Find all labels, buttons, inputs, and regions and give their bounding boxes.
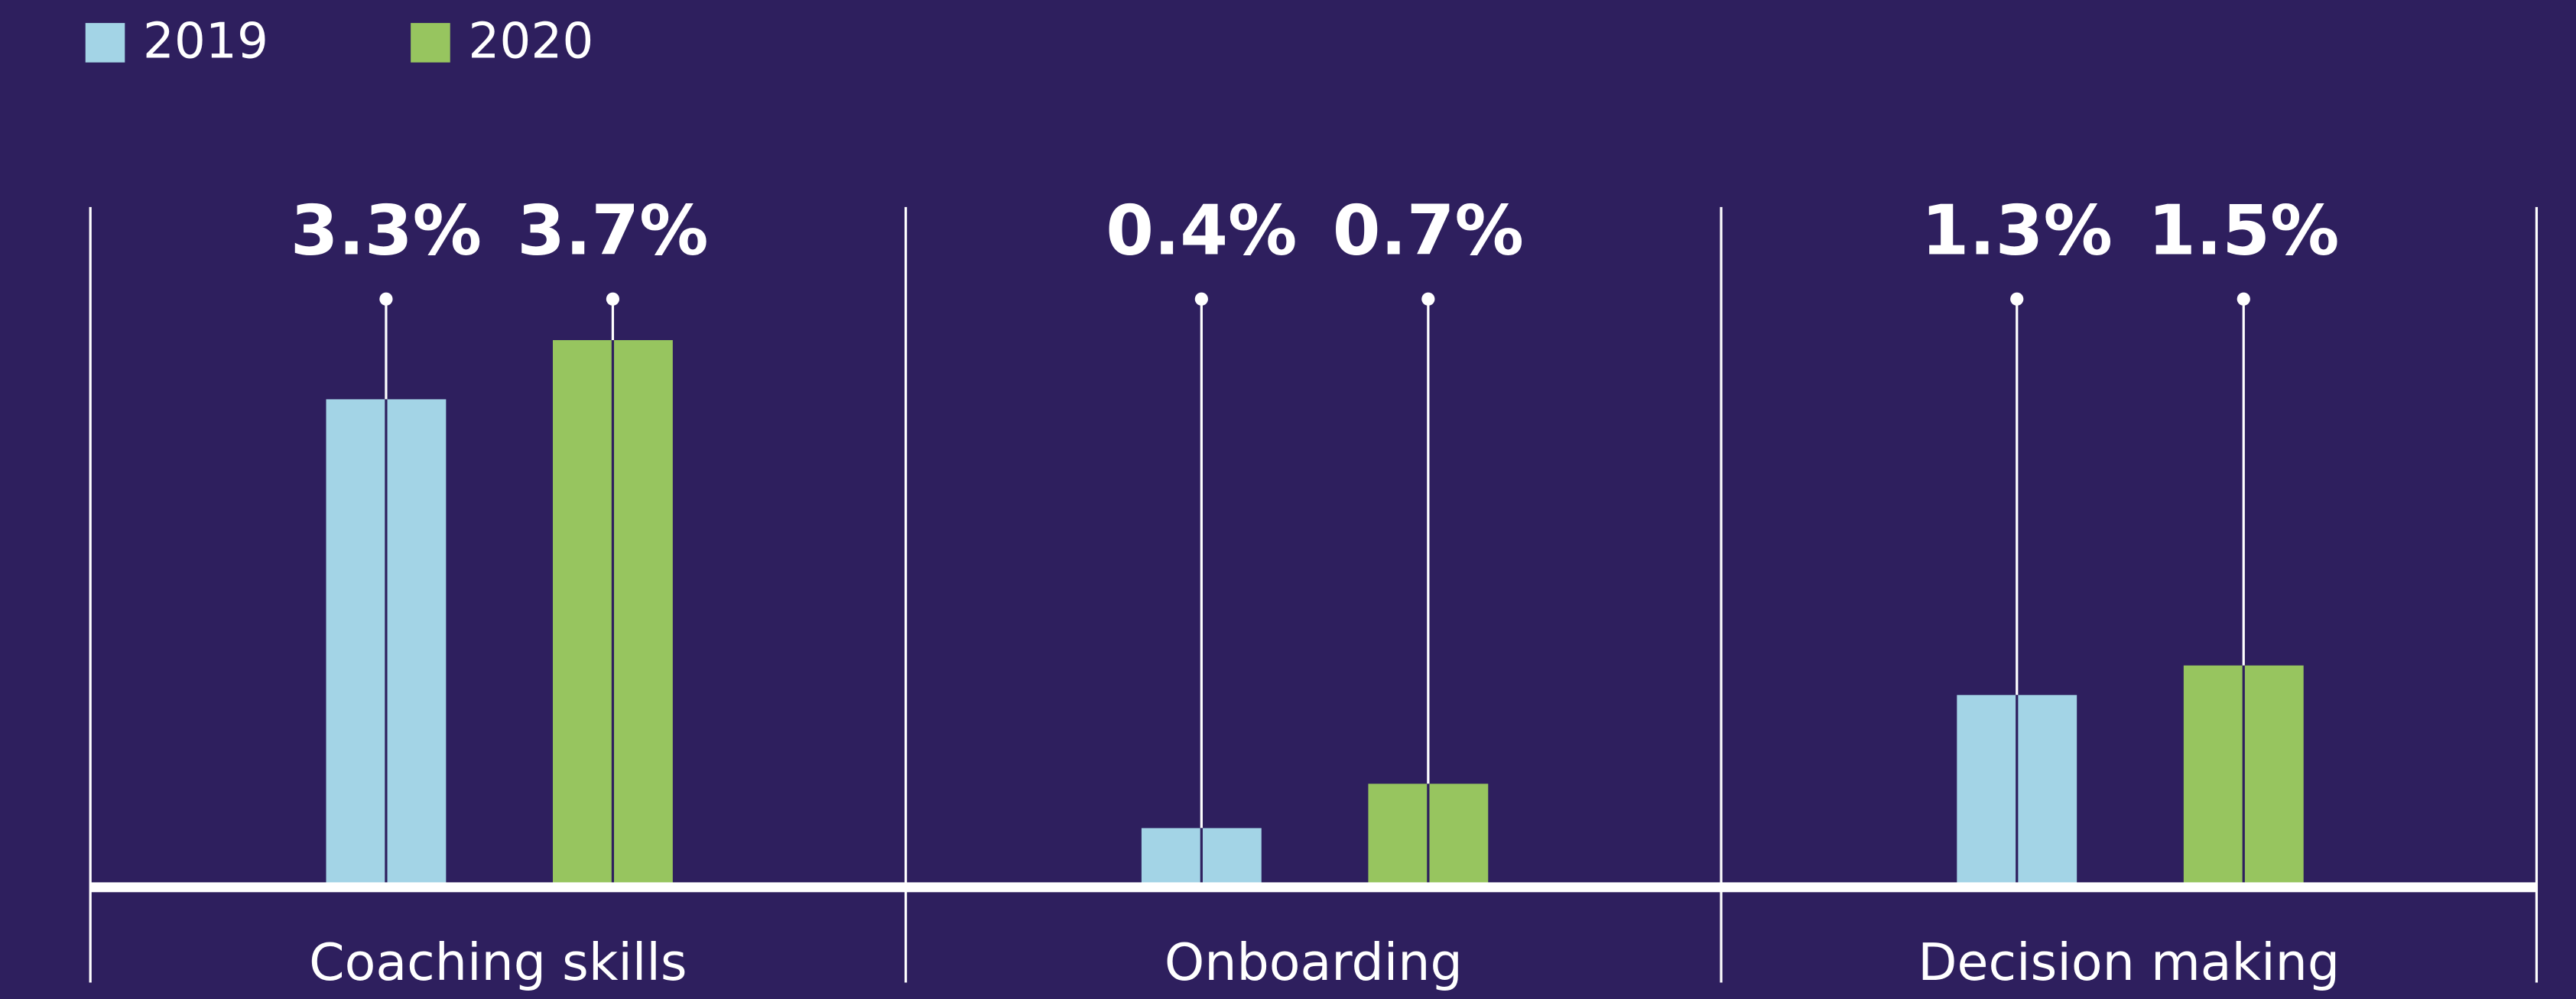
value-label: 3.7% (517, 190, 708, 271)
category-label: Coaching skills (309, 933, 687, 992)
leader-dot (1194, 292, 1208, 306)
leader-dot (2010, 292, 2024, 306)
value-label: 0.7% (1333, 190, 1524, 271)
legend-swatch (85, 23, 125, 63)
legend-swatch (411, 23, 450, 63)
leader-dot (2237, 292, 2250, 306)
value-label: 1.3% (1921, 190, 2113, 271)
leader-dot (606, 292, 620, 306)
value-label: 0.4% (1106, 190, 1297, 271)
leader-dot (1421, 292, 1435, 306)
category-label: Onboarding (1165, 933, 1463, 992)
legend-label: 2019 (143, 13, 268, 70)
value-label: 3.3% (291, 190, 482, 271)
leader-dot (379, 292, 393, 306)
legend-label: 2020 (468, 13, 593, 70)
category-label: Decision making (1918, 933, 2340, 992)
value-label: 1.5% (2148, 190, 2339, 271)
